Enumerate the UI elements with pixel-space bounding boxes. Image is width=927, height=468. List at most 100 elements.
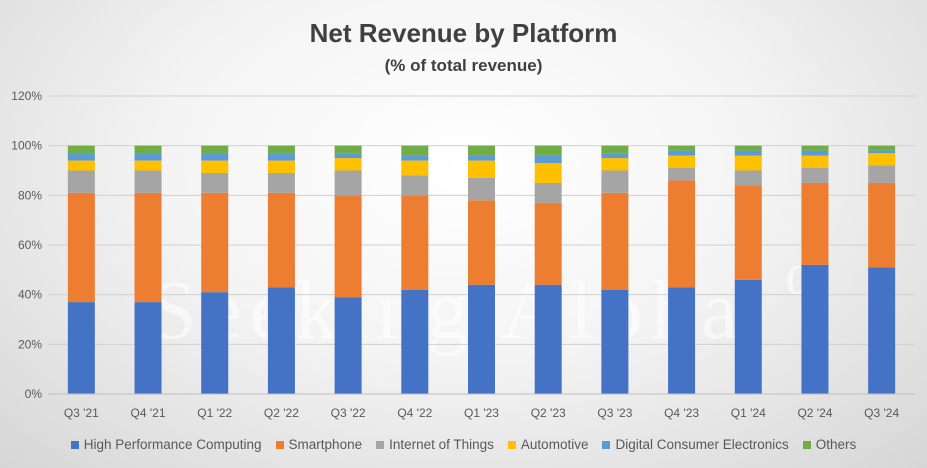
legend-swatch [275,440,284,449]
bar-segment-internet-of-things [801,168,829,183]
bar-segment-high-performance-computing [801,264,829,394]
bar-segment-smartphone [601,192,629,290]
legend: High Performance Computing Smartphone Inte… [0,437,927,452]
legend-label: High Performance Computing [83,437,262,452]
chart-title: Net Revenue by Platform [309,18,618,48]
x-tick-label: Q2 '24 [797,406,832,420]
bar-segment-others [801,145,829,151]
bar-segment-internet-of-things [534,182,562,203]
bar-segment-others [334,145,362,154]
bar-segment-internet-of-things [201,172,229,193]
x-tick-label: Q2 '23 [531,406,566,420]
bar-segment-automotive [134,160,162,171]
bar-segment-internet-of-things [734,170,762,186]
bar-segment-smartphone [734,185,762,280]
x-tick-label: Q1 '22 [197,406,232,420]
legend-swatch [802,440,811,449]
bar-segment-internet-of-things [134,170,162,193]
x-tick-label: Q4 '21 [131,406,166,420]
x-tick-label: Q2 '22 [264,406,299,420]
bar-segment-high-performance-computing [134,302,162,394]
bar-segment-smartphone [868,182,896,268]
bar-segment-high-performance-computing [668,287,696,394]
bar-segment-others [201,145,229,154]
bar-segment-internet-of-things [334,170,362,196]
legend-swatch [376,440,385,449]
bar-segment-high-performance-computing [601,289,629,394]
bar-segment-automotive [401,160,429,176]
y-tick-label: 40% [18,288,42,302]
bar-segment-digital-consumer-electronics [67,153,95,161]
y-tick-label: 80% [18,188,42,202]
bar-segment-smartphone [534,202,562,285]
bar-segment-automotive [67,160,95,171]
bar-segment-high-performance-computing [468,284,495,394]
bar-segment-digital-consumer-electronics [134,153,162,161]
bar-segment-smartphone [401,195,429,290]
bar-segment-digital-consumer-electronics [201,153,229,161]
bar-segment-automotive [334,158,362,171]
bar-segment-high-performance-computing [401,289,429,394]
y-tick-label: 100% [11,139,42,153]
bar-segment-others [601,145,629,154]
bar-segment-smartphone [67,192,95,303]
bar-segment-high-performance-computing [868,267,896,394]
bar-segment-automotive [534,163,562,183]
bar-segment-internet-of-things [401,175,429,196]
bar-segment-smartphone [668,180,696,288]
legend-label: Smartphone [288,437,363,452]
x-tick-label: Q4 '23 [664,406,699,420]
bar-segment-automotive [868,153,896,166]
x-tick-label: Q4 '22 [397,406,432,420]
bar-segment-smartphone [134,192,162,303]
legend-label: Automotive [520,437,589,452]
bar-segment-digital-consumer-electronics [468,155,495,161]
bar-segment-high-performance-computing [67,302,95,394]
bar-segment-internet-of-things [601,170,629,193]
bar-segment-smartphone [201,192,229,293]
bar-segment-smartphone [334,195,362,298]
bar-segment-automotive [468,160,495,178]
bar-segment-digital-consumer-electronics [401,155,429,161]
bar-segment-internet-of-things [468,177,495,201]
bar-segment-digital-consumer-electronics [868,150,896,154]
bar-segment-internet-of-things [668,168,696,181]
x-tick-label: Q3 '23 [597,406,632,420]
legend-swatch [507,440,516,449]
bar-segment-others [668,145,696,151]
legend-item: High Performance Computing [70,437,262,452]
legend-item: Automotive [507,437,589,452]
y-tick-label: 20% [18,337,42,351]
bar-segment-digital-consumer-electronics [534,155,562,164]
legend-label: Digital Consumer Electronics [615,437,789,452]
legend-item: Internet of Things [376,437,494,452]
legend-swatch [602,440,611,449]
bar-segment-others [868,145,896,151]
bar-segment-automotive [668,155,696,169]
bar-segment-others [468,145,495,156]
bar-segment-automotive [201,160,229,173]
x-tick-label: Q3 '22 [331,406,366,420]
bar-segment-others [534,145,562,156]
x-tick-label: Q3 '21 [64,406,99,420]
legend-label: Others [815,437,857,452]
legend-item: Digital Consumer Electronics [602,437,789,452]
x-tick-label: Q1 '23 [464,406,499,420]
bar-segment-digital-consumer-electronics [734,150,762,156]
bar-segment-digital-consumer-electronics [668,150,696,156]
bar-segment-digital-consumer-electronics [601,153,629,159]
legend-swatch [70,440,79,449]
bar-segment-automotive [601,158,629,171]
legend-item: Others [802,437,857,452]
bar-segment-high-performance-computing [534,284,562,394]
bar-segment-others [401,145,429,156]
legend-label: Internet of Things [389,437,494,452]
x-tick-label: Q1 '24 [731,406,766,420]
bar-segment-others [67,145,95,154]
bar-segment-high-performance-computing [734,279,762,394]
chart-subtitle: (% of total revenue) [384,56,543,75]
bar-segment-digital-consumer-electronics [267,153,295,161]
bar-segment-automotive [801,155,829,169]
